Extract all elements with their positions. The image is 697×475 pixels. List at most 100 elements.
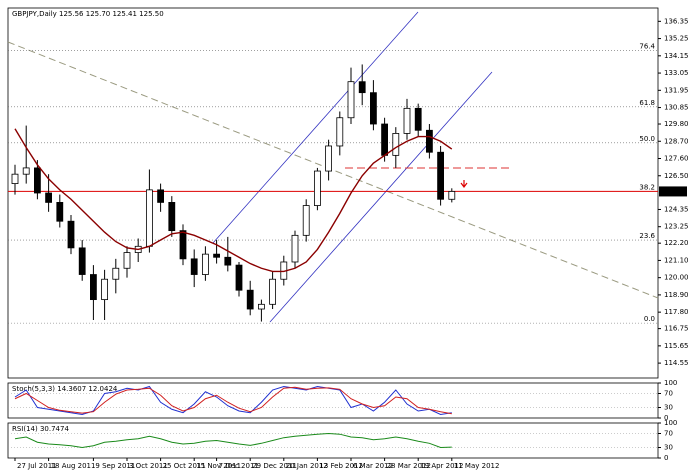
y-tick-label: 118.90 [664, 291, 689, 299]
candle-body [78, 247, 86, 275]
candle-body [347, 81, 355, 119]
candle-body [369, 92, 377, 125]
x-tick-label: 7 Dec 2011 [219, 462, 259, 470]
candle-body [179, 230, 187, 260]
y-tick-label: 115.65 [664, 342, 689, 350]
candle-body [358, 81, 366, 94]
trend-line [7, 41, 659, 299]
candle-body [45, 192, 52, 203]
y-tick-label: 131.95 [664, 86, 689, 94]
fib-label: 76.4 [639, 42, 655, 50]
y-tick-label: 130.85 [664, 104, 689, 112]
candle-body [313, 170, 321, 206]
y-tick-label: 121.10 [664, 256, 689, 264]
candle-body [168, 202, 176, 232]
fib-label: 50.0 [639, 135, 655, 143]
indicator-title: Stoch(5,3,3) 14.3607 12.0424 [12, 385, 118, 393]
y-tick-label: 120.00 [664, 274, 689, 282]
y-tick-label: 122.20 [664, 239, 689, 247]
candle-body [414, 107, 422, 131]
x-tick-label: 11 May 2012 [454, 462, 500, 470]
y-tick-label: 70 [664, 430, 673, 438]
y-tick-label: 128.70 [664, 137, 689, 145]
candle-body [392, 133, 400, 156]
candle-body [22, 167, 30, 175]
candle-body [246, 289, 254, 310]
indicator-line [14, 386, 452, 415]
y-tick-label: 100 [664, 379, 677, 387]
stoch-panel-frame [7, 382, 659, 419]
sell-arrow [460, 180, 468, 188]
y-tick-label: 124.35 [664, 205, 689, 213]
y-tick-label: 133.05 [664, 69, 689, 77]
y-tick-label: 126.50 [664, 172, 689, 180]
y-tick-label: 134.15 [664, 52, 689, 60]
y-tick-label: 117.80 [664, 308, 689, 316]
candle-body [381, 123, 389, 156]
y-tick-label: 100 [664, 419, 677, 427]
x-tick-label: 19 Apr 2012 [420, 462, 463, 470]
candle-body [90, 274, 97, 301]
candle-body [67, 220, 75, 249]
y-tick-label: 136.35 [664, 17, 689, 25]
candle-body [157, 189, 165, 203]
y-tick-label: 116.75 [664, 325, 689, 333]
moving-average [14, 128, 453, 273]
candle-body [325, 145, 333, 172]
candle-body [123, 252, 131, 269]
x-tick-label: 15 Nov 2011 [196, 462, 241, 470]
candle-body [213, 253, 221, 258]
candle-body [302, 205, 310, 236]
y-tick-label: 123.25 [664, 223, 689, 231]
y-tick-label: 127.60 [664, 155, 689, 163]
x-tick-label: 27 Jul 2011 [17, 462, 57, 470]
rsi-panel-frame [7, 422, 659, 459]
current-price-label: 125.50 [661, 187, 686, 195]
y-tick-label: 0 [664, 414, 668, 422]
candle-body [437, 151, 445, 200]
channel-lower [269, 71, 493, 323]
chart-header: GBPJPY,Daily 125.56 125.70 125.41 125.50 [12, 10, 164, 18]
candle-body [145, 189, 153, 247]
indicator-line [14, 432, 452, 449]
x-tick-label: 3 Oct 2011 [129, 462, 168, 470]
y-tick-label: 30 [664, 404, 673, 412]
candle-body [257, 303, 265, 310]
candle-body [56, 202, 64, 222]
candle-body [101, 278, 108, 301]
x-tick-label: 18 Aug 2011 [51, 462, 96, 470]
fib-label: 61.8 [639, 99, 655, 107]
x-tick-label: 28 Mar 2012 [387, 462, 431, 470]
candle-body [448, 191, 456, 200]
y-tick-label: 114.55 [664, 359, 689, 367]
candle-body [112, 267, 120, 280]
y-tick-label: 135.25 [664, 35, 689, 43]
candle-body [201, 253, 209, 275]
candle-body [190, 258, 198, 275]
candle-body [291, 234, 299, 263]
candle-body [34, 167, 41, 194]
x-tick-label: 13 Feb 2012 [319, 462, 363, 470]
current-price-box [659, 186, 687, 197]
fib-label: 23.6 [639, 232, 655, 240]
y-tick-label: 30 [664, 444, 673, 452]
fib-label: 38.2 [639, 183, 655, 191]
x-tick-label: 20 Jan 2012 [286, 462, 328, 470]
plot-layer: 136.35 135.25 134.15 133.05 131.95 130.85 129.… [8, 10, 689, 470]
candle-body [11, 173, 19, 184]
main-panel-frame [7, 7, 659, 379]
x-tick-label: 9 Sep 2011 [95, 462, 135, 470]
x-tick-label: 25 Oct 2011 [163, 462, 206, 470]
y-tick-label: 0 [664, 454, 668, 462]
candle-body [403, 107, 411, 134]
y-tick-label: 129.80 [664, 120, 689, 128]
candle-body [336, 117, 344, 147]
candle-body [269, 278, 277, 305]
candle-body [425, 129, 433, 153]
y-tick-label: 70 [664, 390, 673, 398]
x-tick-label: 29 Dec 2011 [252, 462, 297, 470]
x-tick-label: 6 Mar 2012 [353, 462, 393, 470]
candle-body [235, 264, 243, 291]
